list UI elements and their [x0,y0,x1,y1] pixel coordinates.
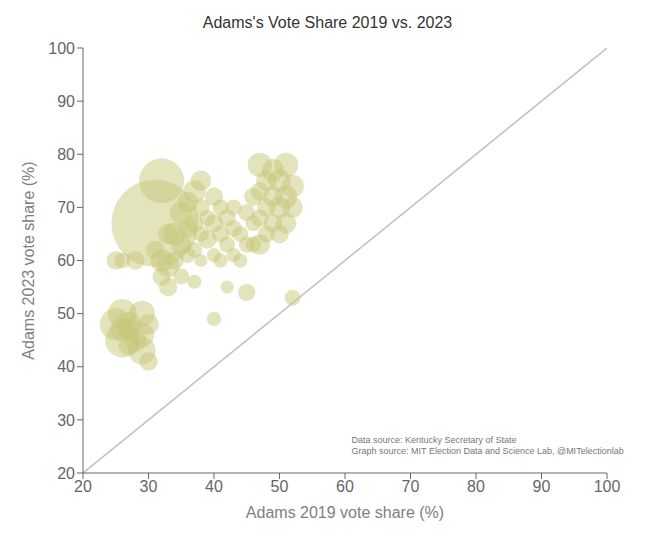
svg-text:60: 60 [57,252,75,269]
svg-text:20: 20 [57,465,75,482]
svg-text:20: 20 [74,478,92,495]
svg-text:50: 50 [57,305,75,322]
svg-text:Data source: Kentucky Secretar: Data source: Kentucky Secretary of State… [352,435,624,456]
svg-text:40: 40 [57,358,75,375]
svg-text:80: 80 [467,478,485,495]
svg-text:40: 40 [205,478,223,495]
svg-text:80: 80 [57,146,75,163]
svg-text:50: 50 [271,478,289,495]
svg-text:70: 70 [402,478,420,495]
svg-text:30: 30 [57,412,75,429]
svg-text:90: 90 [57,93,75,110]
svg-text:60: 60 [336,478,354,495]
svg-text:100: 100 [48,40,75,57]
svg-text:90: 90 [533,478,551,495]
html-text:Adams's Vote Share 2019 vs. 20: Adams's Vote Share 2019 vs. 2023 [202,14,453,31]
svg-text:Adams 2023 vote share (%): Adams 2023 vote share (%) [20,161,37,359]
svg-text:Adams 2019 vote share (%): Adams 2019 vote share (%) [246,504,444,521]
svg-text:100: 100 [594,478,621,495]
svg-text:30: 30 [140,478,158,495]
svg-text:70: 70 [57,199,75,216]
